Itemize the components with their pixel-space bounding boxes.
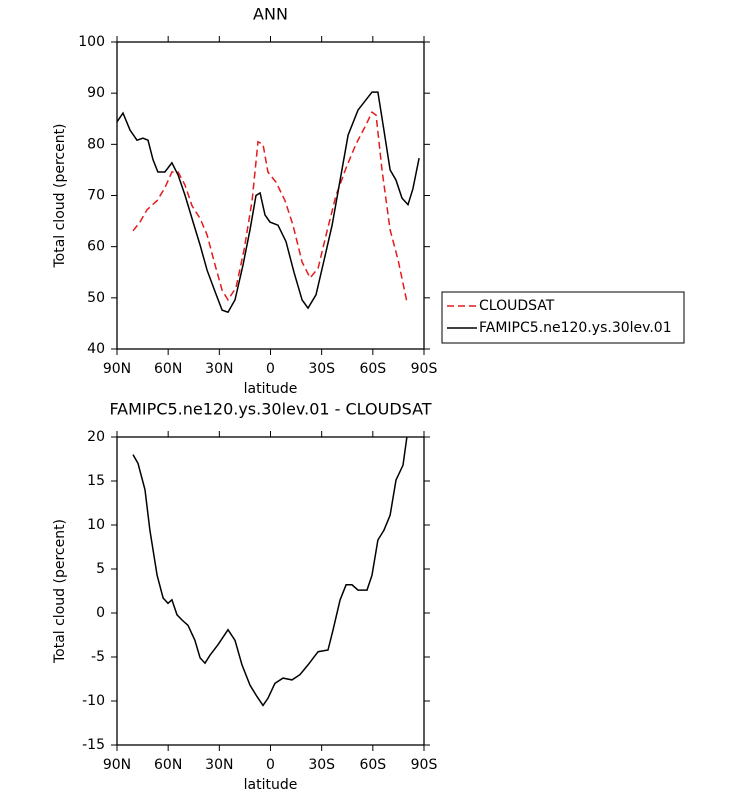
x-tick-label: 30S (308, 757, 335, 773)
y-tick-label: 15 (87, 473, 105, 489)
x-tick-label: 0 (266, 757, 275, 773)
y-tick-label: 60 (87, 239, 105, 255)
y-tick-label: -10 (82, 693, 105, 709)
chart-title: FAMIPC5.ne120.ys.30lev.01 - CLOUDSAT (109, 400, 431, 419)
y-tick-label: -15 (82, 737, 105, 753)
legend-box (441, 291, 685, 344)
x-tick-label: 30N (205, 757, 233, 773)
y-tick-label: 80 (87, 136, 105, 152)
x-tick-label: 60N (154, 361, 182, 377)
legend-label: CLOUDSAT (479, 298, 555, 314)
y-tick-label: -5 (91, 649, 105, 665)
plot-frame (116, 41, 425, 350)
y-tick-label: 0 (96, 605, 105, 621)
x-tick-label: 30S (308, 361, 335, 377)
y-tick-label: 90 (87, 85, 105, 101)
chart-title: ANN (253, 5, 288, 24)
y-tick-label: 20 (87, 429, 105, 445)
y-tick-label: 5 (96, 561, 105, 577)
legend-label: FAMIPC5.ne120.ys.30lev.01 (479, 320, 672, 336)
x-tick-label: 0 (266, 361, 275, 377)
y-axis-label: Total cloud (percent) (52, 123, 68, 268)
data-line (132, 110, 408, 303)
x-tick-label: 60N (154, 757, 182, 773)
x-axis-label: latitude (244, 381, 298, 397)
x-tick-label: 90S (411, 361, 438, 377)
y-tick-label: 70 (87, 188, 105, 204)
x-tick-label: 90S (411, 757, 438, 773)
x-tick-label: 90N (103, 757, 131, 773)
plot-frame (116, 436, 425, 746)
x-tick-label: 60S (359, 757, 386, 773)
x-tick-label: 90N (103, 361, 131, 377)
x-tick-label: 60S (359, 361, 386, 377)
y-tick-label: 10 (87, 517, 105, 533)
y-tick-label: 50 (87, 290, 105, 306)
x-tick-label: 30N (205, 361, 233, 377)
y-tick-label: 100 (78, 34, 105, 50)
data-line (132, 436, 408, 707)
x-axis-label: latitude (244, 777, 298, 793)
data-line (116, 91, 420, 314)
y-axis-label: Total cloud (percent) (52, 519, 68, 664)
y-tick-label: 40 (87, 341, 105, 357)
